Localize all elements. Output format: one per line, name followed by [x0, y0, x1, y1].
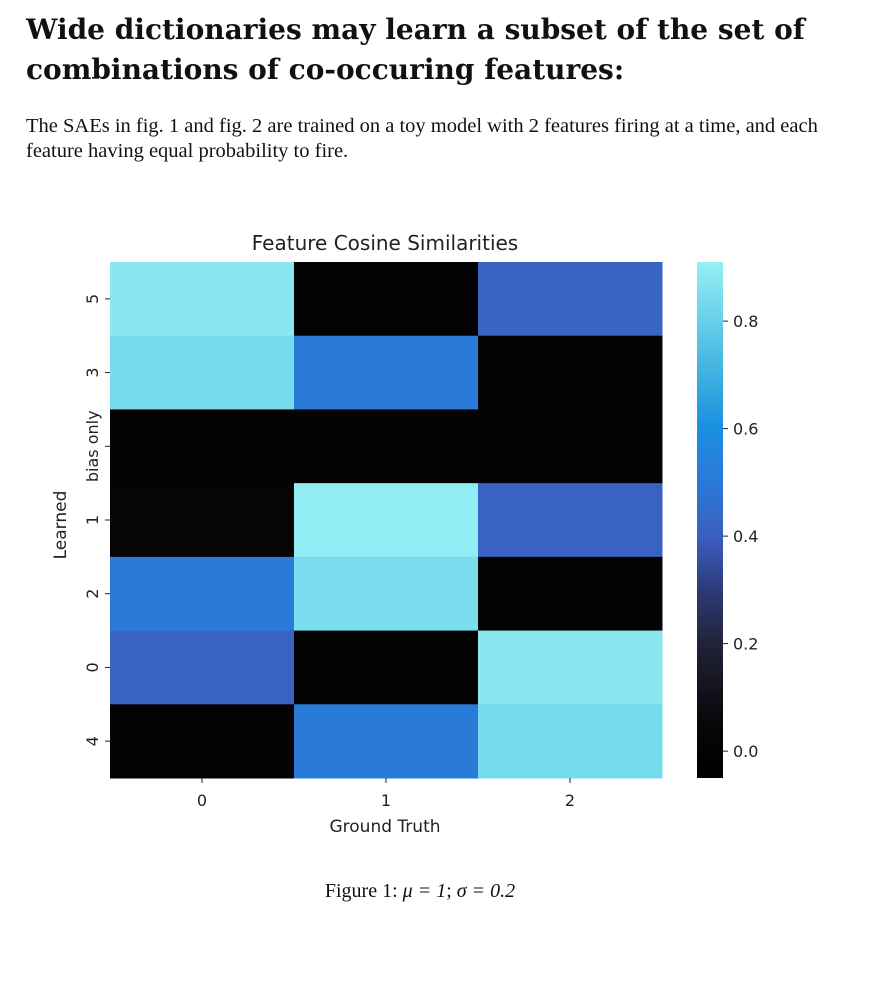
- chart-title: Feature Cosine Similarities: [252, 231, 518, 255]
- colorbar-tick-label: 0.0: [733, 742, 758, 761]
- heatmap-cell: [478, 409, 663, 484]
- y-tick-label: 4: [83, 736, 102, 746]
- heatmap-cell: [294, 556, 479, 632]
- x-tick-label: 2: [565, 791, 575, 810]
- heatmap-cell: [294, 409, 479, 484]
- caption-sigma: σ = 0.2: [456, 880, 516, 902]
- x-axis-label: Ground Truth: [329, 817, 440, 837]
- y-tick-label: 1: [83, 515, 102, 525]
- y-tick-label: 3: [83, 367, 102, 377]
- y-axis-label: Learned: [51, 491, 71, 560]
- y-tick-label: bias only: [83, 410, 102, 482]
- section-heading: Wide dictionaries may learn a subset of …: [26, 13, 805, 86]
- colorbar-tick-label: 0.6: [733, 420, 758, 439]
- x-tick-label: 0: [197, 791, 207, 810]
- heatmap-cell: [110, 704, 295, 779]
- colorbar-tick-label: 0.8: [733, 312, 758, 331]
- heatmap-chart: Feature Cosine Similarities 5 3 bias only 1…: [51, 231, 758, 837]
- caption-separator: ;: [446, 880, 452, 902]
- description-paragraph: The SAEs in fig. 1 and fig. 2 are traine…: [26, 115, 818, 162]
- y-tick-label: 0: [83, 662, 102, 672]
- heatmap-cell: [478, 704, 663, 779]
- colorbar-tick-label: 0.4: [733, 527, 758, 546]
- y-tick-label: 2: [83, 589, 102, 599]
- x-tick-label: 1: [381, 791, 391, 810]
- heatmap-cell: [478, 556, 663, 632]
- heatmap-cell: [294, 335, 479, 410]
- heatmap-cell: [294, 630, 479, 705]
- heatmap-cell: [478, 335, 663, 410]
- colorbar: [697, 262, 723, 778]
- heatmap-cell: [294, 262, 479, 337]
- heatmap-cell: [110, 630, 295, 705]
- heatmap-cell: [478, 630, 663, 705]
- heatmap-cell: [294, 704, 479, 779]
- colorbar-tick-label: 0.2: [733, 635, 758, 654]
- heatmap-cell: [110, 483, 295, 558]
- heatmap-cell: [110, 556, 295, 632]
- figure-caption: Figure 1: μ = 1; σ = 0.2: [0, 880, 840, 903]
- caption-label: Figure 1:: [324, 880, 398, 902]
- heatmap-cell: [478, 483, 663, 558]
- heatmap-cell: [110, 335, 295, 410]
- caption-mu: μ = 1: [402, 880, 447, 902]
- heatmap-cell: [294, 483, 479, 558]
- heatmap-cell: [478, 262, 663, 337]
- heatmap-cell: [110, 262, 295, 337]
- y-tick-label: 5: [83, 294, 102, 304]
- heatmap-cell: [110, 409, 295, 484]
